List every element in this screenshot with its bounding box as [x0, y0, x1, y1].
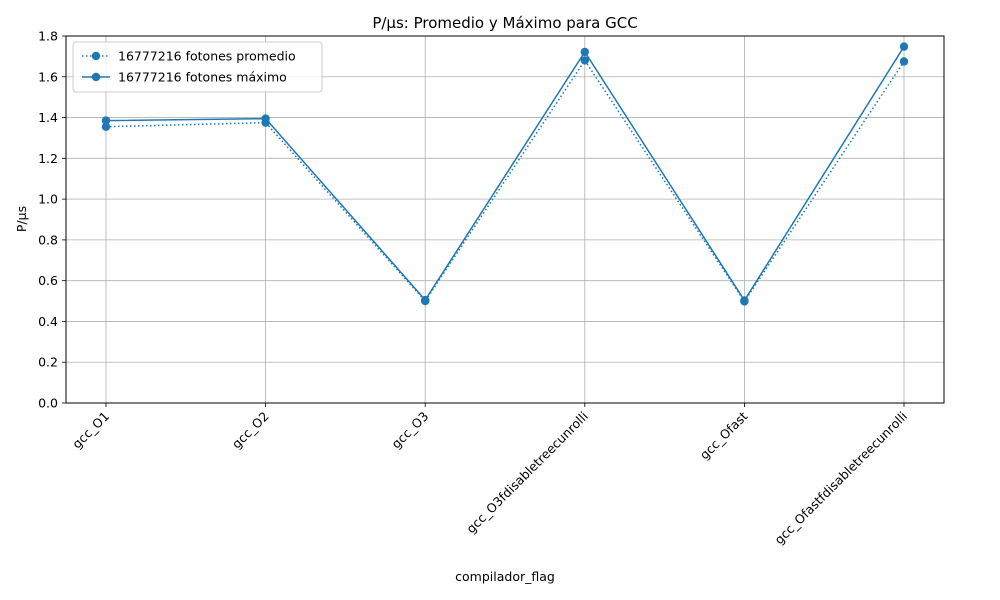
- y-tick-label: 1.6: [38, 69, 58, 84]
- y-tick-label: 0.2: [38, 355, 58, 370]
- x-tick-label: gcc_Ofast: [697, 408, 751, 462]
- x-axis-label: compilador_flag: [455, 569, 555, 584]
- legend-label-0: 16777216 fotones promedio: [118, 49, 296, 64]
- x-tick-label: gcc_O1: [69, 409, 112, 452]
- plot-area: [101, 42, 909, 306]
- series-line-1: [105, 46, 905, 302]
- legend-marker-1: [91, 72, 101, 82]
- x-tick-label: gcc_O2: [229, 409, 272, 452]
- y-tick-label: 0.8: [38, 232, 58, 247]
- y-tick-label: 1.4: [38, 110, 58, 125]
- legend: 16777216 fotones promedio 16777216 fotone…: [72, 41, 323, 93]
- y-tick-label: 0.6: [38, 273, 58, 288]
- legend-box: [72, 41, 323, 93]
- series-line-0: [105, 59, 905, 303]
- data-point: [899, 57, 909, 66]
- data-point: [580, 47, 589, 57]
- x-tick-label: gcc_Ofastfdisabletreecunrolli: [771, 409, 910, 548]
- data-point: [899, 42, 909, 51]
- data-point: [740, 296, 749, 305]
- x-tick-label: gcc_O3: [388, 409, 431, 452]
- legend-label-1: 16777216 fotones máximo: [118, 70, 287, 85]
- data-point: [261, 114, 270, 123]
- y-tick-label: 0.4: [38, 314, 58, 329]
- legend-marker-0: [91, 51, 101, 61]
- x-tick-label: gcc_O3fdisabletreecunrolli: [463, 409, 591, 537]
- data-point: [101, 122, 111, 131]
- y-axis-label: P/µs: [14, 206, 29, 232]
- plot-frame: [65, 35, 945, 404]
- y-tick-label: 1.2: [38, 151, 58, 166]
- y-tick-label: 1.8: [38, 29, 58, 44]
- data-point: [421, 295, 430, 305]
- y-tick-label: 0.0: [38, 396, 58, 411]
- data-point: [101, 116, 111, 125]
- x-axis: gcc_O1 gcc_O2 gcc_O3 gcc_O3fdisabletreecunr…: [69, 403, 910, 547]
- y-axis: 0.0 0.2 0.4 0.6 0.8 1.0 1.2 1.4 1.6 1.8: [38, 29, 66, 411]
- y-tick-label: 1.0: [38, 192, 58, 207]
- grid: [66, 35, 944, 404]
- chart-title: P/µs: Promedio y Máximo para GCC: [372, 14, 637, 32]
- data-point: [580, 56, 589, 65]
